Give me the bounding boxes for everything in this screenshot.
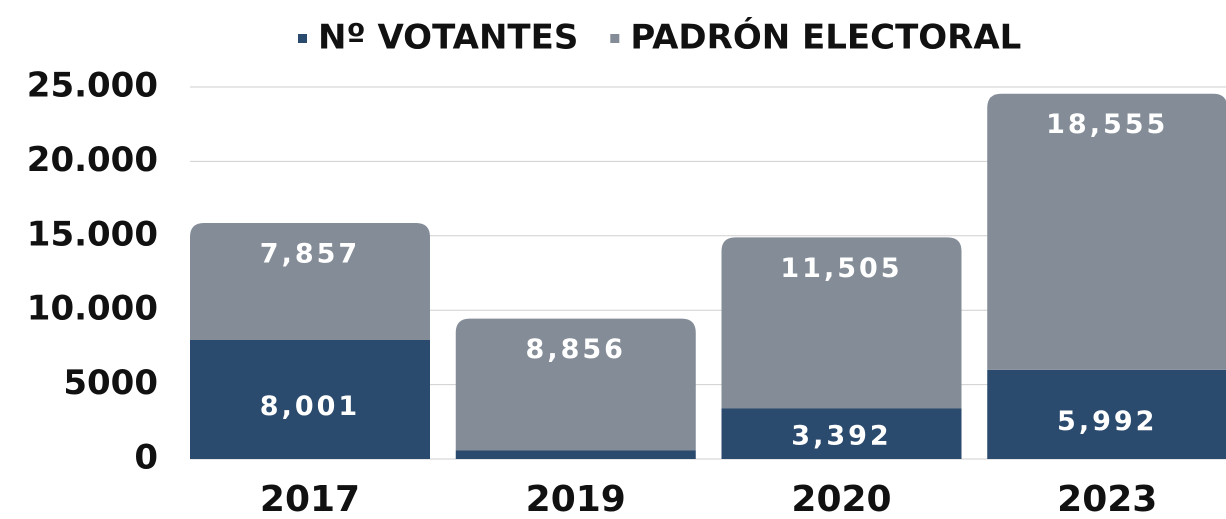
y-tick-label: 20.000 bbox=[27, 140, 158, 180]
value-label: 8,001 bbox=[260, 391, 360, 422]
bar-segment bbox=[455, 318, 696, 451]
value-label: 5,992 bbox=[1057, 406, 1157, 437]
value-label: 3,392 bbox=[791, 421, 891, 452]
x-tick-label: 2023 bbox=[1057, 479, 1157, 519]
legend-marker bbox=[610, 34, 620, 43]
bar-segment bbox=[987, 369, 1226, 459]
legend-label: PADRÓN ELECTORAL bbox=[630, 17, 1021, 58]
y-tick-label: 5000 bbox=[63, 363, 158, 403]
y-tick-label: 0 bbox=[134, 438, 158, 478]
y-tick-label: 10.000 bbox=[27, 289, 158, 329]
bar-segment bbox=[455, 450, 696, 459]
x-tick-label: 2017 bbox=[260, 479, 360, 519]
y-tick-label: 15.000 bbox=[27, 214, 158, 254]
legend-label: Nº VOTANTES bbox=[318, 18, 578, 58]
bar-segment bbox=[190, 339, 430, 459]
y-tick-label: 25.000 bbox=[27, 66, 158, 106]
bar-segment bbox=[721, 237, 962, 409]
value-label: 18,555 bbox=[1046, 109, 1168, 140]
x-tick-label: 2020 bbox=[791, 479, 891, 519]
value-label: 11,505 bbox=[780, 253, 902, 284]
legend-marker bbox=[298, 34, 307, 43]
bar-segment bbox=[987, 93, 1226, 370]
value-label: 7,857 bbox=[260, 239, 360, 270]
bar-segment bbox=[721, 408, 962, 459]
value-label: 8,856 bbox=[526, 334, 626, 365]
bar-segment bbox=[190, 223, 430, 340]
x-tick-label: 2019 bbox=[526, 479, 626, 519]
